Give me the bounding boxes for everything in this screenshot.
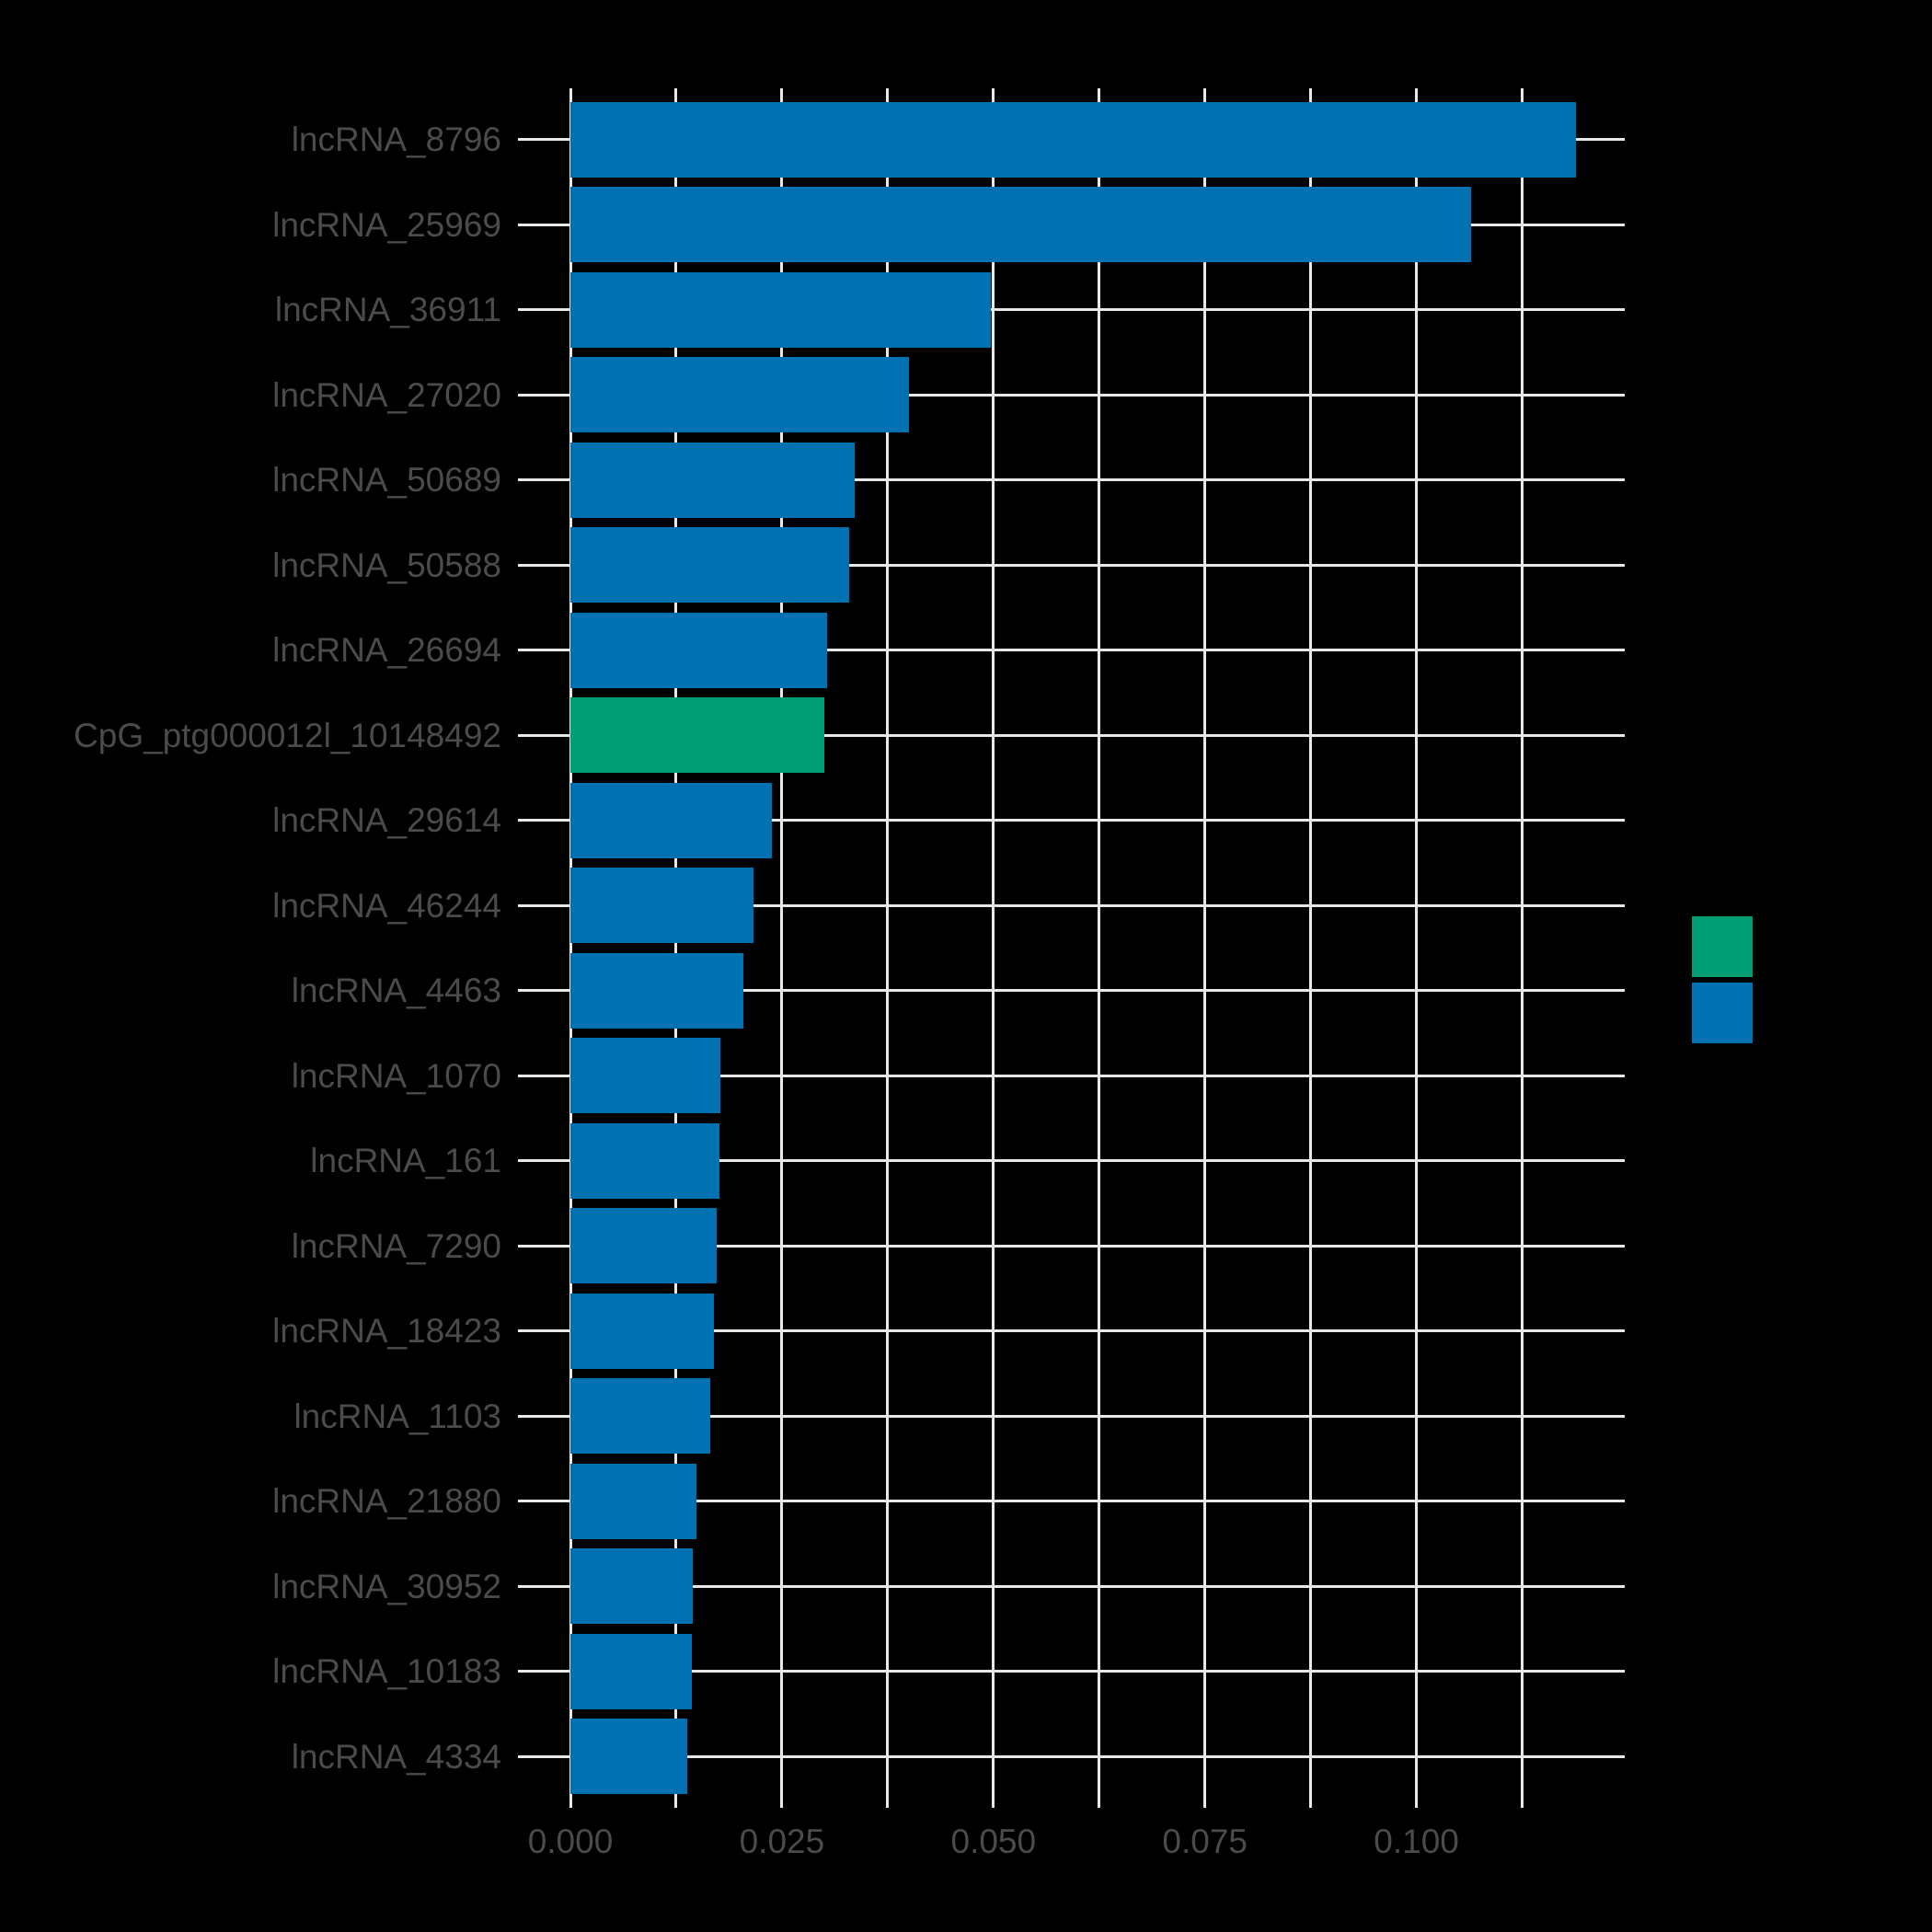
bar-lncRNA_18423 (570, 1293, 715, 1369)
bar-CpG_ptg000012l_10148492 (570, 697, 824, 773)
legend-swatch-blue (1692, 983, 1753, 1043)
y-tick-label-lncRNA_25969: lncRNA_25969 (272, 205, 501, 244)
y-axis-line (569, 88, 572, 1808)
y-gridline (518, 1670, 1625, 1673)
y-tick-label-lncRNA_30952: lncRNA_30952 (272, 1567, 501, 1605)
y-tick-label-lncRNA_4334: lncRNA_4334 (291, 1737, 501, 1776)
y-gridline (518, 649, 1625, 651)
x-gridline (674, 88, 678, 1808)
y-tick-label-lncRNA_36911: lncRNA_36911 (274, 291, 501, 328)
x-gridline (1521, 88, 1524, 1808)
bar-lncRNA_29614 (570, 782, 772, 858)
x-gridline (1203, 88, 1207, 1808)
y-tick-label-lncRNA_1103: lncRNA_1103 (293, 1397, 501, 1435)
y-gridline (518, 1414, 1625, 1418)
y-gridline (518, 1244, 1625, 1248)
y-tick-label-lncRNA_50588: lncRNA_50588 (272, 546, 501, 584)
y-tick-label-lncRNA_18423: lncRNA_18423 (272, 1312, 501, 1350)
y-tick-label-lncRNA_7290: lncRNA_7290 (291, 1226, 501, 1265)
x-gridline (780, 88, 784, 1808)
x-tick-label-0.100: 0.100 (1374, 1823, 1459, 1860)
bar-lncRNA_50689 (570, 442, 855, 518)
x-gridline (1415, 88, 1419, 1808)
bar-lncRNA_25969 (570, 187, 1472, 262)
y-gridline (518, 563, 1625, 567)
y-tick-label-lncRNA_29614: lncRNA_29614 (272, 801, 501, 839)
bar-lncRNA_4334 (570, 1719, 687, 1794)
y-gridline (518, 989, 1625, 992)
y-tick-label-CpG_ptg000012l_10148492: CpG_ptg000012l_10148492 (74, 716, 501, 754)
y-gridline (518, 1584, 1625, 1588)
y-tick-label-lncRNA_10183: lncRNA_10183 (272, 1652, 501, 1690)
y-gridline (518, 1329, 1625, 1332)
bar-lncRNA_50588 (570, 527, 850, 603)
y-gridline (518, 903, 1625, 907)
bar-lncRNA_27020 (570, 357, 909, 432)
y-gridline (518, 733, 1625, 737)
bar-lncRNA_30952 (570, 1548, 694, 1624)
y-gridline (518, 1754, 1625, 1758)
x-tick-label-0.025: 0.025 (739, 1823, 825, 1860)
bar-lncRNA_4463 (570, 952, 743, 1029)
y-gridline (518, 393, 1625, 397)
y-gridline (518, 1159, 1625, 1162)
x-tick-label-0.000: 0.000 (527, 1823, 614, 1860)
y-gridline (518, 1074, 1625, 1077)
y-gridline (518, 308, 1625, 311)
y-tick-label-lncRNA_27020: lncRNA_27020 (272, 375, 501, 414)
x-tick-label-0.050: 0.050 (950, 1823, 1037, 1860)
bar-lncRNA_46244 (570, 868, 753, 943)
x-gridline (1309, 88, 1313, 1808)
bar-lncRNA_26694 (570, 612, 827, 688)
bar-lncRNA_161 (570, 1122, 719, 1199)
y-tick-label-lncRNA_46244: lncRNA_46244 (272, 886, 501, 925)
bar-lncRNA_7290 (570, 1208, 718, 1283)
y-gridline (518, 1500, 1625, 1502)
y-tick-label-lncRNA_1070: lncRNA_1070 (291, 1056, 501, 1095)
x-gridline (1098, 88, 1101, 1808)
x-tick-label-0.075: 0.075 (1162, 1823, 1248, 1860)
y-gridline (518, 478, 1625, 481)
bar-lncRNA_8796 (570, 101, 1577, 178)
bar-lncRNA_1103 (570, 1378, 710, 1454)
bar-lncRNA_10183 (570, 1633, 692, 1709)
legend-swatch-green (1692, 916, 1753, 977)
x-gridline (886, 88, 890, 1808)
y-tick-label-lncRNA_161: lncRNA_161 (310, 1142, 501, 1179)
y-tick-label-lncRNA_21880: lncRNA_21880 (272, 1482, 501, 1520)
bar-lncRNA_1070 (570, 1038, 720, 1113)
y-gridline (518, 819, 1625, 822)
y-tick-label-lncRNA_50689: lncRNA_50689 (272, 461, 501, 499)
bar-lncRNA_21880 (570, 1463, 697, 1539)
y-tick-label-lncRNA_8796: lncRNA_8796 (291, 121, 501, 158)
y-tick-label-lncRNA_4463: lncRNA_4463 (291, 972, 501, 1009)
bar-lncRNA_36911 (570, 271, 992, 348)
x-gridline (992, 88, 995, 1808)
y-tick-label-lncRNA_26694: lncRNA_26694 (272, 631, 501, 669)
